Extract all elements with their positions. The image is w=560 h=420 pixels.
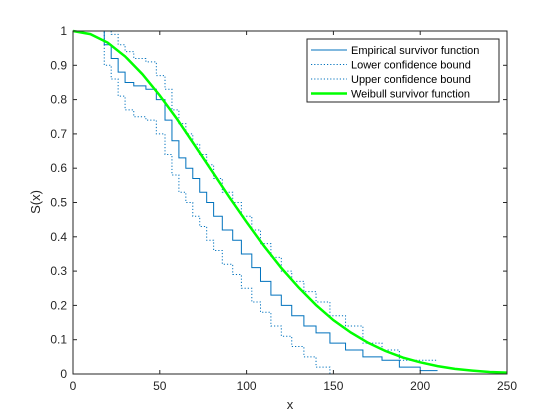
x-axis-label: x — [287, 397, 294, 412]
legend-weibull-label: Weibull survivor function — [351, 89, 470, 101]
y-tick-label: 0.6 — [50, 161, 67, 175]
x-tick-label: 0 — [70, 379, 77, 393]
legend: Empirical survivor function Lower confide… — [306, 38, 500, 103]
y-tick-label: 0.9 — [50, 58, 67, 72]
y-tick-label: 0.1 — [50, 333, 67, 347]
weibull-survivor-line — [72, 29, 508, 374]
series-layer — [72, 29, 508, 375]
y-tick-label: 1 — [60, 24, 67, 38]
y-tick-label: 0.3 — [50, 264, 67, 278]
tick-layer: 0 50 100 150 200 250 0 0.1 0.2 0.3 0.4 0.5 0.6 0.7 0.8… — [50, 24, 517, 393]
legend-lower-bound-label: Lower confidence bound — [351, 60, 471, 72]
lower-confidence-line — [73, 30, 343, 375]
x-tick-label: 200 — [410, 379, 430, 393]
y-tick-label: 0.4 — [50, 230, 67, 244]
x-tick-label: 250 — [497, 379, 517, 393]
y-tick-label: 0.5 — [50, 196, 67, 210]
empirical-survivor-line — [73, 30, 438, 372]
y-tick-label: 0.8 — [50, 93, 67, 107]
x-tick-label: 50 — [153, 379, 167, 393]
y-tick-label: 0.2 — [50, 298, 67, 312]
y-tick-label: 0 — [60, 367, 67, 381]
x-tick-label: 100 — [237, 379, 257, 393]
y-tick-label: 0.7 — [50, 127, 67, 141]
y-axis-label: S(x) — [28, 190, 43, 214]
x-tick-label: 150 — [323, 379, 343, 393]
legend-empirical-label: Empirical survivor function — [351, 45, 479, 57]
legend-upper-bound-label: Upper confidence bound — [351, 74, 471, 86]
